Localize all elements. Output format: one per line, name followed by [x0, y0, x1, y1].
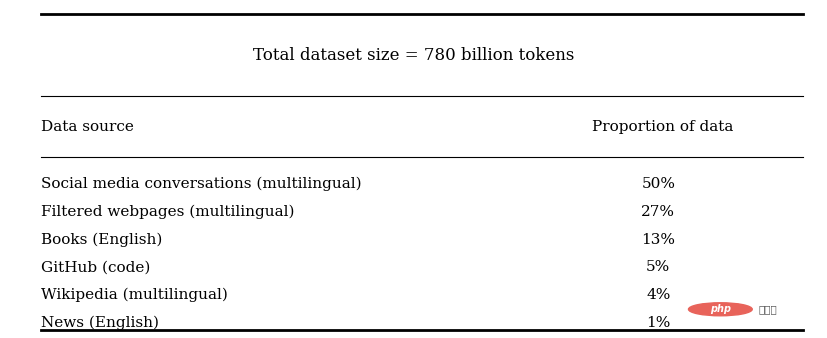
- Text: GitHub (code): GitHub (code): [41, 260, 151, 274]
- Text: php: php: [709, 304, 730, 314]
- Text: Proportion of data: Proportion of data: [591, 120, 732, 134]
- Text: 4%: 4%: [645, 288, 670, 302]
- Text: Wikipedia (multilingual): Wikipedia (multilingual): [41, 288, 228, 302]
- Ellipse shape: [687, 303, 752, 316]
- Text: News (English): News (English): [41, 316, 160, 330]
- Text: Filtered webpages (multilingual): Filtered webpages (multilingual): [41, 205, 294, 219]
- Text: Data source: Data source: [41, 120, 134, 134]
- Text: Social media conversations (multilingual): Social media conversations (multilingual…: [41, 177, 361, 191]
- Text: 5%: 5%: [645, 260, 670, 274]
- Text: 13%: 13%: [640, 233, 675, 247]
- Text: 27%: 27%: [640, 205, 675, 219]
- Text: Total dataset size = 780 billion tokens: Total dataset size = 780 billion tokens: [253, 47, 574, 64]
- Text: 50%: 50%: [640, 177, 675, 191]
- Text: Books (English): Books (English): [41, 233, 163, 247]
- Text: 1%: 1%: [645, 316, 670, 330]
- Text: 中文网: 中文网: [758, 304, 776, 314]
